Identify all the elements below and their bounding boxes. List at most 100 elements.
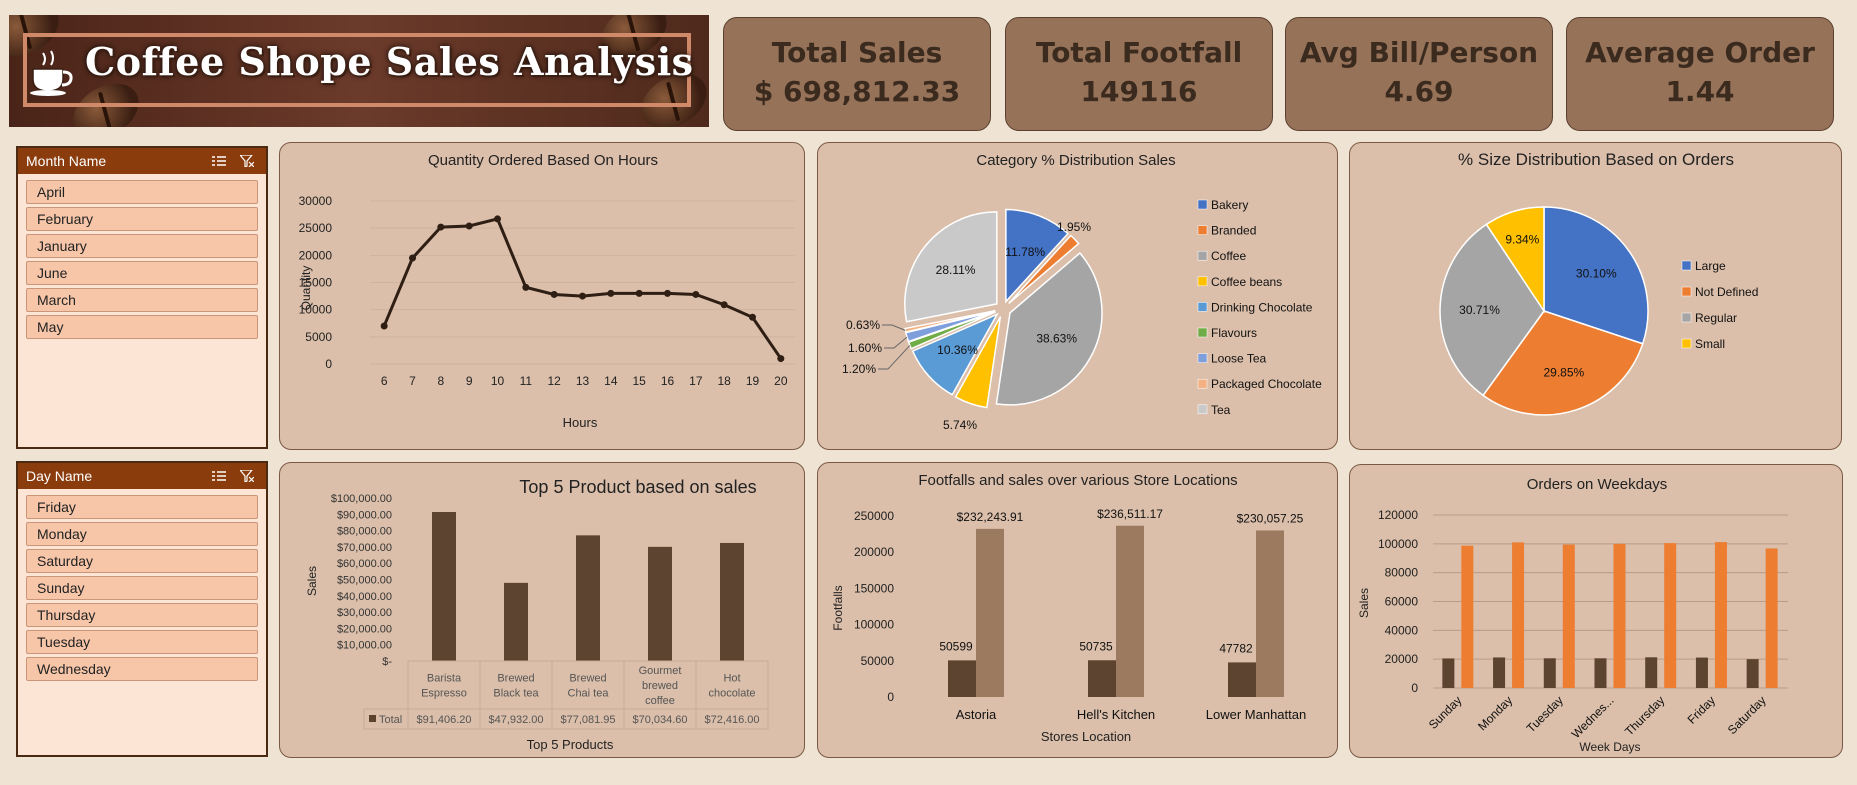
x-category-label: Wednes... [1569,693,1617,741]
data-point [664,289,671,297]
kpi-title: Total Footfall [1035,36,1243,69]
x-category-label: Brewed [569,673,606,685]
y-tick-label: 20000 [299,248,333,262]
y-tick-label: $100,000.00 [331,493,392,505]
pie-chart: Category % Distribution Sales 11.78% 1.95%… [842,152,1322,432]
banner-frame [23,33,691,107]
data-point [380,322,388,330]
data-label: 38.63% [1036,332,1077,346]
x-category-label: Chai tea [568,688,610,700]
pie-slice [995,251,1103,406]
clear-filter-icon[interactable] [240,155,254,167]
chart-size-distribution: % Size Distribution Based on Orders 30.10… [1349,142,1842,450]
pie-slice [1005,208,1069,304]
x-category-label: Monday [1475,693,1515,733]
x-category-label: Gourmet [639,665,682,677]
slicer-item-may[interactable]: May [26,315,258,339]
slicer-title: Day Name [26,468,93,484]
y-tick-label: $90,000.00 [337,509,392,521]
x-category-label: Tuesday [1524,693,1566,735]
legend-swatch [1681,338,1692,349]
data-label: 47782 [1219,641,1253,655]
slicer-header: Day Name [18,463,266,489]
pie-slice [904,211,998,323]
chart-title: % Size Distribution Based on Orders [1458,150,1734,169]
legend-swatch [1197,276,1208,287]
bar [1765,548,1778,688]
bar [1461,545,1474,688]
multi-select-icon[interactable] [212,155,226,167]
leader-line [884,336,908,349]
y-tick-label: 250000 [854,509,894,523]
data-label: 9.34% [1505,232,1539,246]
y-tick-label: 5000 [305,330,332,344]
data-point [692,290,700,298]
bar [1256,530,1284,697]
table-border [407,660,769,710]
slicer-item-tuesday[interactable]: Tuesday [26,630,258,654]
data-point [777,355,785,363]
x-category-label: Sunday [1426,693,1465,732]
y-tick-label: $40,000.00 [337,591,392,603]
data-point [550,290,558,298]
slicer-items: April February January June March May [18,174,266,339]
data-label: 29.85% [1543,365,1584,379]
slicer-item-saturday[interactable]: Saturday [26,549,258,573]
y-tick-label: $50,000.00 [337,575,392,587]
banner: Coffee Shope Sales Analysis [9,15,709,127]
bar [1493,657,1506,688]
legend-entry: Regular [1695,311,1737,325]
slicer-item-friday[interactable]: Friday [26,495,258,519]
x-category-label: coffee [645,695,675,707]
chart-top5-products: Top 5 Product based on sales $- $10,000.00… [279,462,805,758]
x-category-label: brewed [642,680,678,692]
chart-store-locations: Footfalls and sales over various Store L… [817,462,1338,758]
slicer-item-monday[interactable]: Monday [26,522,258,546]
slicer-item-february[interactable]: February [26,207,258,231]
x-category-label: Lower Manhattan [1206,707,1306,722]
legend-entry: Small [1695,337,1725,351]
pie-slice [904,309,996,334]
bar [1442,658,1455,688]
legend-entry: Loose Tea [1211,352,1266,366]
slicer-item-sunday[interactable]: Sunday [26,576,258,600]
clear-filter-icon[interactable] [240,470,254,482]
legend-swatch [1197,250,1208,261]
legend-entry: Large [1695,259,1726,273]
kpi-avg-bill: Avg Bill/Person 4.69 [1285,17,1553,131]
pie-slice [911,312,999,396]
bar [1664,543,1677,688]
chart-title: Footfalls and sales over various Store L… [918,472,1237,489]
x-tick-label: 10 [491,374,505,388]
data-label: 50599 [939,639,973,653]
bar-chart: Top 5 Product based on sales $- $10,000.00… [305,477,769,752]
slicer-item-thursday[interactable]: Thursday [26,603,258,627]
slicer-item-june[interactable]: June [26,261,258,285]
slicer-item-january[interactable]: January [26,234,258,258]
legend-entry: Branded [1211,224,1256,238]
legend-swatch [1197,378,1208,389]
data-label: $232,243.91 [957,510,1024,524]
x-tick-label: 12 [547,374,561,388]
legend-swatch [1197,327,1208,338]
bar [648,546,672,661]
data-label: 11.78% [1005,245,1045,259]
x-category-label: Espresso [421,688,467,700]
legend-entry: Flavours [1211,326,1257,340]
kpi-value: 1.44 [1665,75,1735,108]
table-value: $72,416.00 [704,714,759,726]
legend-swatch [1681,286,1692,297]
multi-select-icon[interactable] [212,470,226,482]
slicer-item-april[interactable]: April [26,180,258,204]
slicer-item-wednesday[interactable]: Wednesday [26,657,258,681]
slicer-item-march[interactable]: March [26,288,258,312]
y-axis-label: Quantity [299,266,313,311]
bar [1562,544,1575,688]
kpi-title: Avg Bill/Person [1299,36,1539,69]
data-point [749,313,756,321]
chart-title: Orders on Weekdays [1527,476,1668,493]
pie-slice [1439,223,1545,397]
legend-entry: Coffee [1211,249,1246,263]
line-chart: Quantity Ordered Based On Hours 0 5000 1000… [299,152,795,430]
x-category-label: Brewed [497,673,534,685]
